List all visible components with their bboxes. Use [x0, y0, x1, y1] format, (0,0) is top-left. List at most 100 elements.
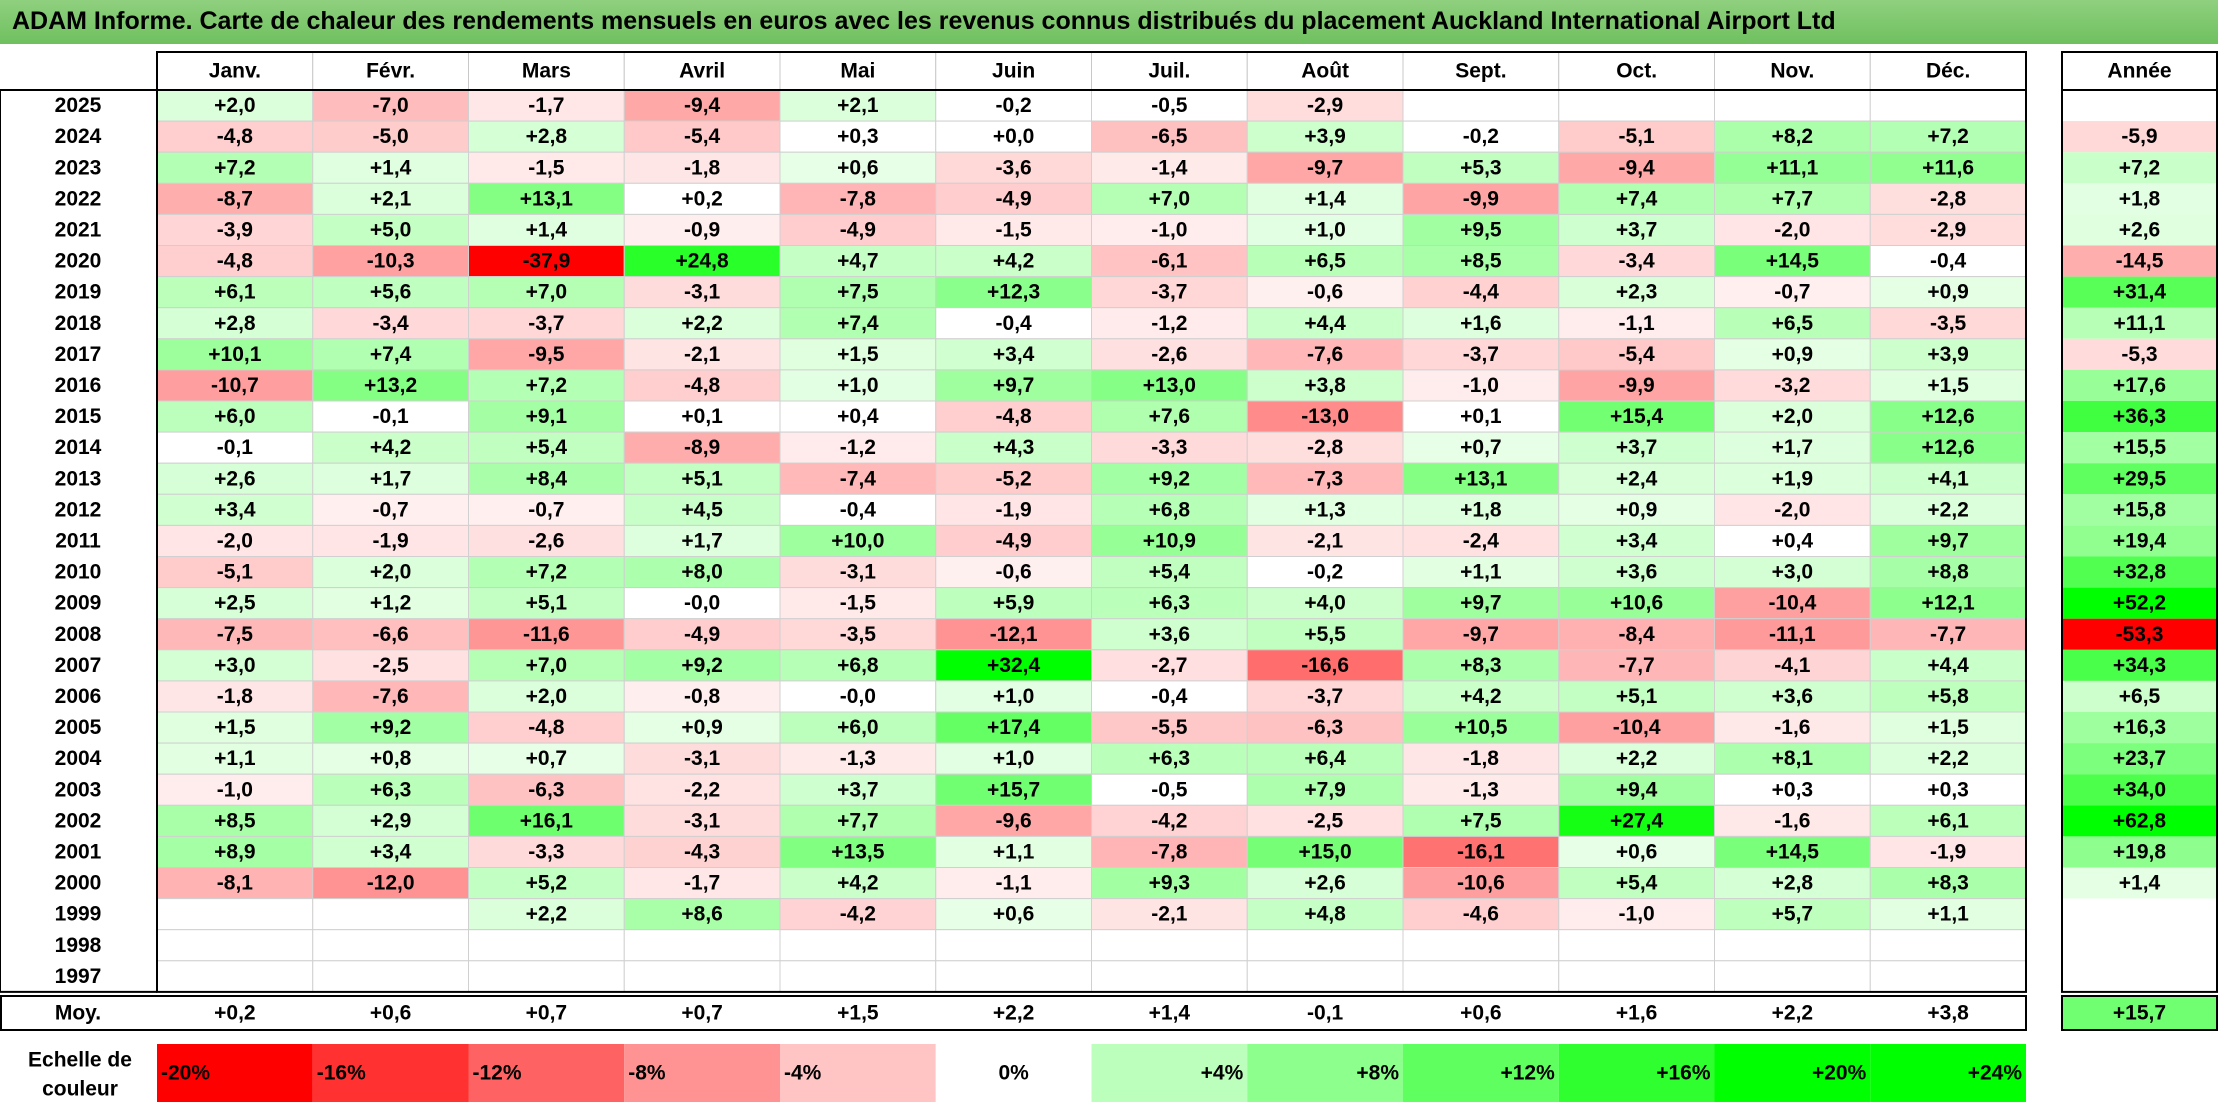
cell-value: -7,7 [1619, 654, 1655, 677]
heatmap-cell [779, 431, 937, 464]
heatmap-cell [623, 960, 781, 993]
heatmap-cell [468, 804, 625, 837]
cell-value: +1,0 [837, 374, 878, 397]
annual-cell [2062, 214, 2217, 246]
cell-value: +1,6 [1460, 312, 1501, 335]
cell-value: +3,9 [1927, 343, 1968, 366]
heatmap-cell [1246, 338, 1404, 371]
cell-value: -3,7 [528, 312, 564, 335]
cell-value: +16,1 [520, 809, 573, 832]
year-label: 1999 [55, 903, 102, 926]
scale-swatch [1870, 1044, 2026, 1102]
cell-value: +0,2 [681, 187, 722, 210]
annual-cell [2062, 245, 2217, 277]
cell-value: -1,8 [684, 156, 721, 179]
cell-value: -1,4 [1151, 156, 1188, 179]
cell-value: +5,1 [526, 592, 568, 615]
heatmap-cell [935, 120, 1092, 153]
cell-value: +1,0 [1304, 218, 1345, 241]
scale-swatch [1091, 1044, 1248, 1102]
cell-value: +9,5 [1460, 218, 1502, 241]
heatmap-cell [1402, 245, 1560, 278]
heatmap-cell [1091, 898, 1248, 931]
cell-value: -3,3 [1151, 436, 1187, 459]
year-label: 2007 [55, 654, 102, 677]
scale-item: -4% [784, 1062, 822, 1085]
heatmap-cell [1402, 89, 1560, 122]
cell-value: +9,2 [370, 716, 411, 739]
month-header: Mai [840, 60, 875, 83]
heatmap-cell [623, 245, 781, 278]
heatmap-cell [779, 400, 937, 433]
cell-value: +9,2 [681, 654, 722, 677]
heatmap-cell [468, 400, 625, 433]
average-annual-cell [2062, 996, 2217, 1030]
cell-value: +5,9 [993, 592, 1034, 615]
heatmap-cell [1714, 773, 1871, 806]
cell-value: +7,4 [1616, 187, 1658, 210]
cell-value: -1,5 [996, 218, 1033, 241]
scale-item: +12% [1500, 1062, 1555, 1085]
cell-value: -10,4 [1768, 592, 1816, 615]
cell-value: -9,9 [1463, 187, 1499, 210]
cell-value: +0,6 [1616, 840, 1657, 863]
heatmap-cell [1869, 587, 2027, 620]
month-header: Janv. [209, 60, 261, 83]
heatmap-cell [156, 711, 314, 744]
cell-value: +6,3 [1149, 747, 1190, 770]
cell-value: +3,6 [1149, 623, 1190, 646]
cell-value: -1,7 [528, 94, 564, 117]
cell-value: -8,9 [684, 436, 720, 459]
annual-cell [2062, 774, 2217, 806]
cell-value: +9,7 [1927, 529, 1968, 552]
annual-value: +6,5 [2119, 685, 2161, 708]
heatmap-cell [156, 929, 314, 962]
heatmap-cell [312, 400, 469, 433]
heatmap-cell [156, 431, 314, 464]
cell-value: +6,0 [837, 716, 878, 739]
heatmap-cell [468, 245, 625, 278]
cell-value: +4,4 [1304, 312, 1346, 335]
heatmap-cell [1714, 649, 1871, 682]
heatmap-cell [935, 680, 1092, 713]
annual-value: +15,5 [2113, 436, 2166, 459]
heatmap-cell [1714, 929, 1871, 962]
heatmap-cell [468, 711, 625, 744]
cell-value: +8,6 [681, 903, 722, 926]
annual-cell [2062, 307, 2217, 339]
average-value: +1,5 [837, 1002, 879, 1025]
cell-value: -1,0 [1151, 218, 1187, 241]
cell-value: -9,4 [684, 94, 721, 117]
cell-value: -3,1 [684, 281, 721, 304]
cell-value: +4,8 [1304, 903, 1346, 926]
cell-value: -7,0 [373, 94, 409, 117]
cell-value: -9,7 [1463, 623, 1499, 646]
heatmap-cell [1402, 742, 1560, 775]
scale-item: +16% [1656, 1062, 1711, 1085]
cell-value: +24,8 [676, 250, 729, 273]
year-label: 2017 [55, 343, 102, 366]
cell-value: +6,1 [1927, 809, 1969, 832]
cell-value: +3,7 [1616, 218, 1657, 241]
cell-value: +3,4 [1616, 529, 1658, 552]
heatmap-cell [156, 649, 314, 682]
cell-value: +2,5 [214, 592, 256, 615]
scale-swatch [1247, 1044, 1403, 1102]
cell-value: +3,7 [1616, 436, 1657, 459]
heatmap-cell [1558, 929, 1715, 962]
cell-value: -5,4 [1619, 343, 1656, 366]
heatmap-cell [312, 835, 469, 869]
cell-value: -6,5 [1151, 125, 1188, 148]
cell-value: -37,9 [522, 250, 570, 273]
cell-value: -0,6 [1307, 281, 1343, 304]
cell-value: -0,4 [1930, 250, 1967, 273]
heatmap-cell [1402, 213, 1560, 246]
cell-value: +8,4 [526, 467, 568, 490]
heatmap-cell [779, 898, 937, 931]
cell-value: -9,7 [1307, 156, 1343, 179]
month-header: Avril [679, 60, 725, 83]
month-header-cell [1714, 51, 1871, 91]
heatmap-cell [1402, 773, 1560, 806]
cell-value: -2,9 [1930, 218, 1966, 241]
cell-value: -4,1 [1774, 654, 1811, 677]
